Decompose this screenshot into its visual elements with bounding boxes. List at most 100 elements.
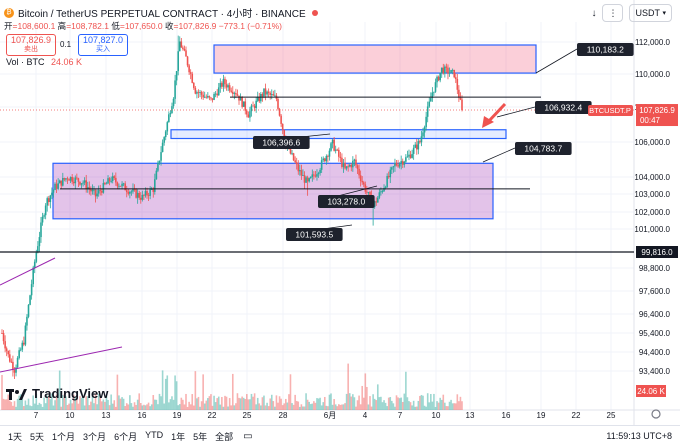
- volume-bar: [450, 399, 452, 410]
- range-button-2[interactable]: 1个月: [52, 431, 76, 442]
- candle-body: [49, 195, 52, 203]
- volume-bar: [370, 406, 373, 410]
- volume-bar: [183, 404, 186, 410]
- volume-bar: [2, 398, 5, 410]
- volume-bar: [403, 393, 406, 410]
- volume-bar: [91, 395, 94, 410]
- range-button-5[interactable]: YTD: [145, 429, 164, 440]
- candle-body: [433, 91, 435, 93]
- menu-icon[interactable]: ⋮: [602, 4, 624, 22]
- range-button-7[interactable]: 5年: [193, 431, 208, 442]
- volume-bar: [80, 397, 83, 410]
- volume-bar: [46, 395, 49, 410]
- volume-bar: [47, 395, 50, 410]
- sell-button[interactable]: 107,826.9 卖出: [6, 34, 56, 56]
- range-button-6[interactable]: 1年: [171, 431, 186, 442]
- calendar-icon[interactable]: ▭: [243, 430, 253, 442]
- symbol-header: ₿ Bitcoin / TetherUS PERPETUAL CONTRACT …: [4, 5, 318, 20]
- chart-zones: [52, 44, 537, 220]
- candle-body: [40, 222, 42, 238]
- arrow-down-icon[interactable]: ↓: [591, 7, 597, 19]
- volume-bar: [302, 406, 304, 410]
- candle-body: [175, 71, 178, 81]
- candle-body: [384, 186, 387, 188]
- volume-bar: [27, 398, 30, 410]
- volume-bar: [317, 398, 320, 410]
- volume-bar: [105, 395, 108, 410]
- volume-bar: [444, 402, 446, 410]
- candle-body: [222, 78, 225, 87]
- candle-body: [5, 348, 8, 351]
- volume-bar: [256, 397, 259, 410]
- range-button-3[interactable]: 3个月: [83, 431, 107, 442]
- volume-bar: [194, 371, 197, 410]
- volume-value: 24.06 K: [51, 57, 83, 67]
- price-tick: 112,000.0: [635, 38, 671, 47]
- candle-body: [154, 179, 156, 192]
- candle-body: [342, 162, 345, 167]
- volume-bar: [155, 399, 158, 410]
- candle-body: [277, 99, 279, 109]
- arrow-head-icon: [482, 116, 494, 128]
- volume-bar: [369, 396, 371, 410]
- candle-body: [63, 178, 66, 180]
- volume-bar: [280, 398, 282, 410]
- volume-bar: [38, 402, 41, 410]
- volume-bar: [169, 399, 172, 410]
- candle-body: [111, 176, 114, 181]
- candle-body: [90, 189, 92, 192]
- volume-bar: [150, 404, 153, 410]
- volume-bar: [411, 405, 413, 410]
- volume-bar: [214, 402, 217, 410]
- candle-body: [311, 174, 314, 178]
- candle-body: [77, 178, 80, 182]
- candle-body: [178, 41, 181, 52]
- volume-bar: [350, 396, 353, 410]
- range-button-4[interactable]: 6个月: [114, 431, 138, 442]
- volume-bar: [52, 405, 55, 410]
- price-tick: 94,400.0: [639, 348, 671, 357]
- volume-bar: [200, 401, 203, 410]
- candle-body: [403, 161, 406, 165]
- volume-bar: [398, 398, 401, 410]
- volume-bar: [188, 401, 190, 410]
- candle-body: [454, 77, 457, 80]
- buy-button[interactable]: 107,827.0 买入: [78, 34, 128, 56]
- label-106932-leader: [496, 106, 536, 118]
- candle-body: [68, 179, 70, 181]
- candle-body: [338, 149, 340, 157]
- volume-bar: [415, 406, 418, 410]
- volume-bar: [308, 401, 310, 410]
- volume-bar: [362, 397, 365, 410]
- volume-bar: [133, 402, 136, 410]
- candle-body: [186, 56, 189, 66]
- candle-body: [189, 72, 192, 74]
- volume-bar: [328, 394, 331, 410]
- candle-body: [242, 101, 245, 107]
- range-button-8[interactable]: 全部: [215, 431, 234, 442]
- label-101593: 101,593.5: [295, 230, 333, 240]
- volume-bar: [278, 396, 281, 410]
- currency-select[interactable]: USDT ▾: [629, 4, 672, 22]
- range-button-1[interactable]: 5天: [30, 431, 45, 442]
- volume-bar: [439, 397, 441, 410]
- sell-label: 卖出: [24, 46, 38, 53]
- candle-body: [216, 93, 218, 96]
- volume-bar: [207, 398, 209, 410]
- candle-body: [247, 114, 250, 118]
- volume-bar: [143, 404, 145, 410]
- candle-body: [110, 180, 112, 182]
- candle-body: [347, 166, 349, 168]
- volume-bar: [433, 393, 435, 410]
- volume-bar: [136, 399, 139, 410]
- volume-bar: [284, 398, 287, 410]
- range-button-0[interactable]: 1天: [8, 431, 23, 442]
- volume-bar: [295, 400, 298, 410]
- volume-bar: [210, 394, 212, 410]
- volume-bar: [323, 396, 326, 410]
- candle-body: [316, 174, 318, 177]
- candle-body: [227, 85, 229, 88]
- volume-bar: [16, 398, 19, 410]
- candle-body: [24, 325, 27, 345]
